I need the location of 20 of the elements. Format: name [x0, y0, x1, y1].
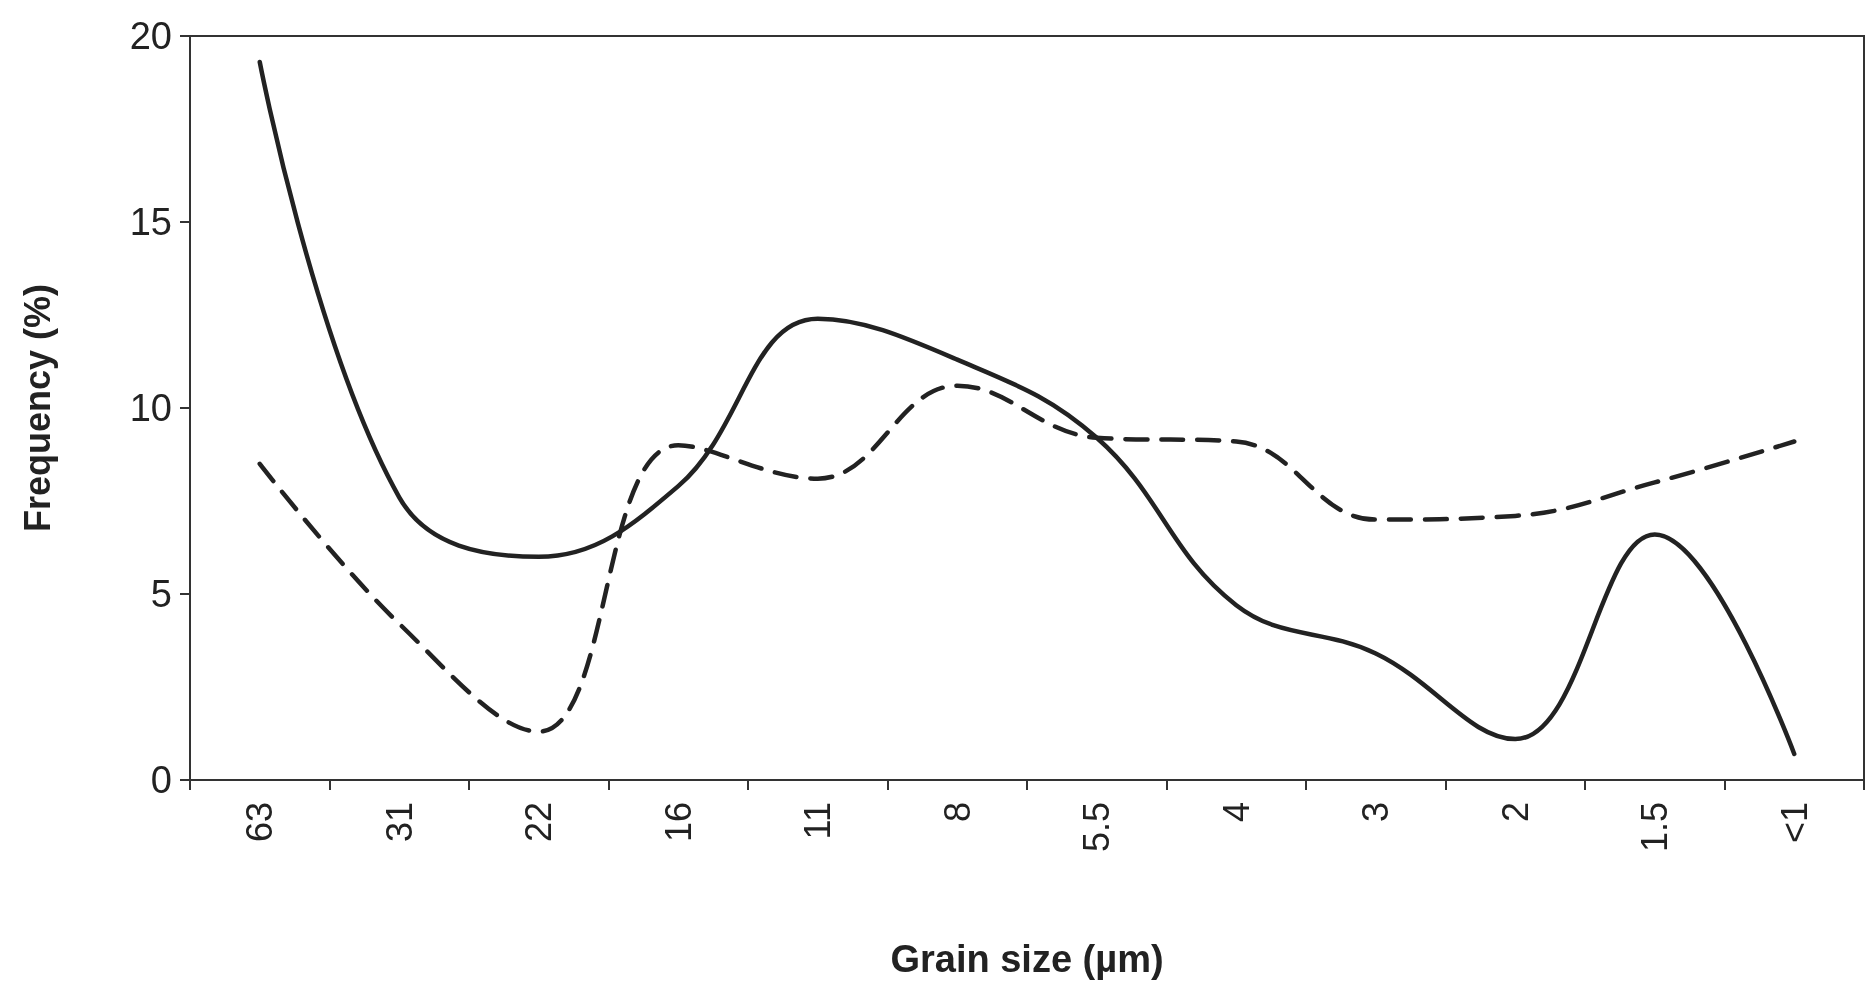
x-tick-label: 5.5 — [1076, 802, 1118, 853]
x-tick-label: 3 — [1355, 802, 1397, 823]
x-tick-label: 1.5 — [1634, 802, 1676, 853]
x-tick-label: 8 — [936, 802, 978, 823]
y-tick-label: 0 — [150, 759, 172, 801]
x-tick-label: 2 — [1494, 802, 1536, 823]
x-tick-label: <1 — [1773, 802, 1815, 844]
y-tick-label: 20 — [129, 15, 172, 57]
x-tick-label: 31 — [378, 802, 420, 843]
y-tick-label: 15 — [129, 201, 172, 243]
y-axis-title: Frequency (%) — [16, 283, 58, 533]
line-series — [257, 59, 1797, 757]
x-axis-title: Grain size (µm) — [890, 938, 1164, 980]
x-tick-label: 63 — [239, 802, 281, 843]
x-tick-label: 4 — [1215, 802, 1257, 823]
y-tick-label: 5 — [150, 573, 172, 615]
x-tick-label: 22 — [518, 802, 560, 843]
x-tick-label: 16 — [657, 802, 699, 843]
y-tick-label: 10 — [129, 387, 172, 429]
x-tick-label: 11 — [797, 802, 839, 840]
